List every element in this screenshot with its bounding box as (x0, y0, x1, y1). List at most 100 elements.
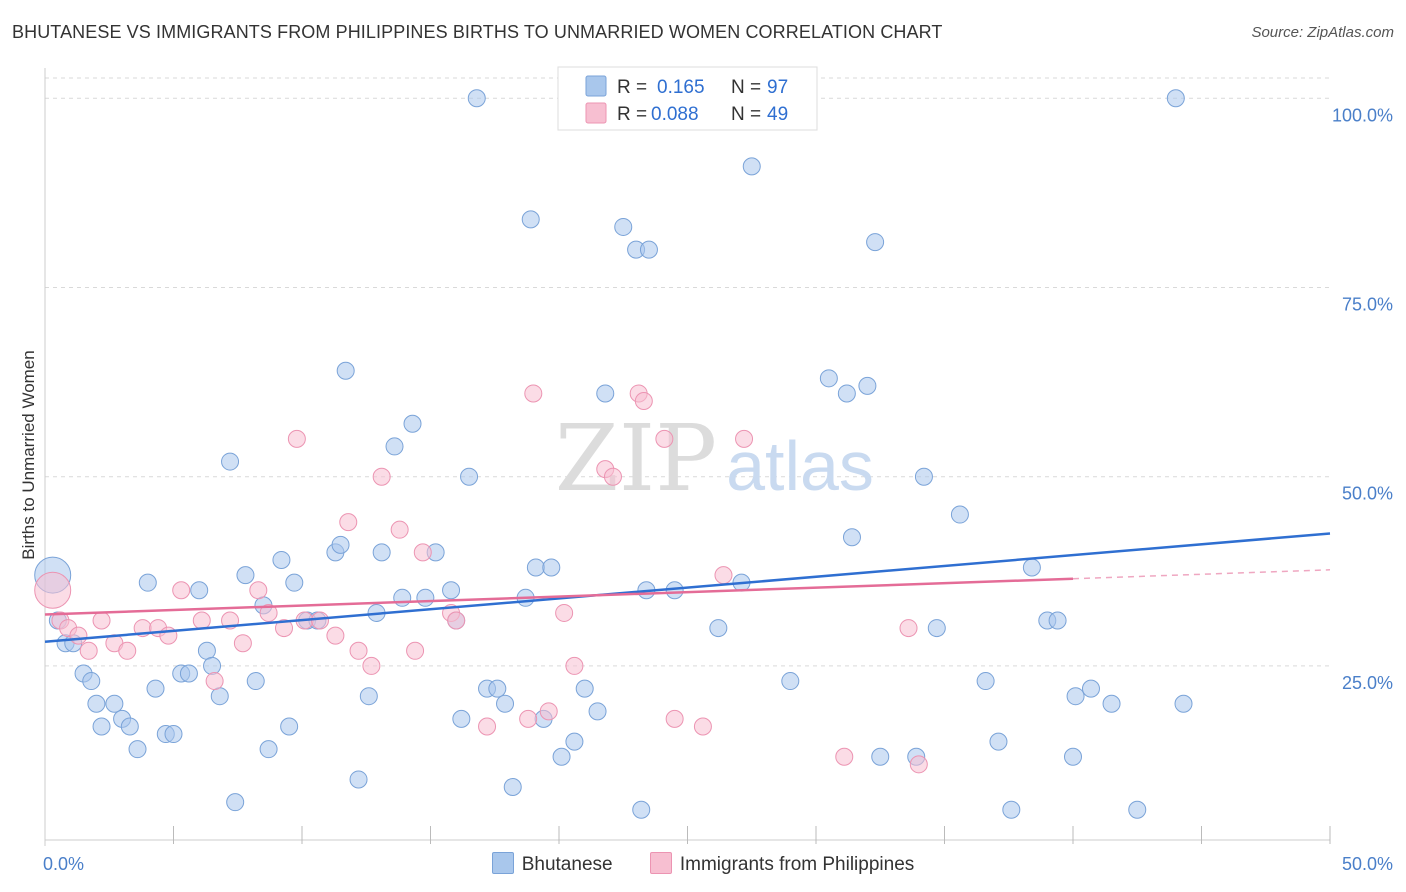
philippines-point (310, 611, 329, 630)
philippines-point (524, 384, 543, 403)
stats-r-label-2: R = (617, 104, 647, 125)
stats-legend-swatch-bhutanese (585, 75, 607, 97)
legend-item-bhutanese[interactable]: Bhutanese (491, 852, 613, 876)
bhutanese-point (442, 581, 461, 600)
bhutanese-point (1002, 800, 1021, 819)
philippines-point (233, 634, 252, 653)
bhutanese-point (552, 747, 571, 766)
bhutanese-point (1081, 679, 1100, 698)
bhutanese-point (1166, 89, 1185, 108)
bhutanese-point (190, 581, 209, 600)
stats-legend: R = 0.165 N = 97 R = 0.088 N = 49 (557, 66, 818, 131)
philippines-point (287, 429, 306, 448)
bhutanese-point (92, 717, 111, 736)
bhutanese-point (927, 619, 946, 638)
bhutanese-point (372, 543, 391, 562)
bhutanese-point (280, 717, 299, 736)
legend-swatch-philippines (649, 852, 672, 874)
bhutanese-point (950, 505, 969, 524)
philippines-point (655, 429, 674, 448)
bhutanese-point (709, 619, 728, 638)
legend-label-philippines: Immigrants from Philippines (679, 854, 915, 875)
bhutanese-point (87, 694, 106, 713)
philippines-trend-line-extension (1072, 569, 1331, 580)
philippines-point (79, 641, 98, 660)
x-tick-label: 0.0% (43, 854, 84, 874)
bhutanese-point (164, 725, 183, 744)
bhutanese-point (403, 414, 422, 433)
x-tick-label: 50.0% (1342, 854, 1393, 874)
bhutanese-point (858, 376, 877, 395)
bhutanese-point (503, 778, 522, 797)
bhutanese-point (179, 664, 198, 683)
bhutanese-point (82, 672, 101, 691)
legend-item-philippines[interactable]: Immigrants from Philippines (649, 852, 915, 876)
bhutanese-point (336, 361, 355, 380)
bhutanese-trend-line (44, 532, 1331, 643)
legend-swatch-bhutanese (491, 852, 514, 874)
philippines-point (349, 641, 368, 660)
philippines-point (69, 626, 88, 645)
philippines-point (519, 709, 538, 728)
philippines-point (192, 611, 211, 630)
series-legend: Bhutanese Immigrants from Philippines (0, 852, 1406, 876)
y-tick-label: 50.0% (1342, 484, 1393, 504)
bhutanese-point (203, 656, 222, 675)
watermark: ZIP atlas (555, 405, 874, 512)
bhutanese-point (1066, 687, 1085, 706)
y-axis-label: Births to Unmarried Women (19, 350, 38, 559)
philippines-point (118, 641, 137, 660)
philippines-point (205, 672, 224, 691)
philippines-point (665, 709, 684, 728)
philippines-point (478, 717, 497, 736)
philippines-trend-line (44, 577, 1074, 616)
bhutanese-point (285, 573, 304, 592)
stats-n-value-2: 49 (767, 104, 788, 125)
bhutanese-point (632, 800, 651, 819)
philippines-point (275, 619, 294, 638)
bhutanese-point (460, 467, 479, 486)
bhutanese-point (521, 210, 540, 229)
philippines-point (603, 467, 622, 486)
bhutanese-point (575, 679, 594, 698)
bhutanese-point (105, 694, 124, 713)
bhutanese-point (837, 384, 856, 403)
bhutanese-point (866, 233, 885, 252)
philippines-point (693, 717, 712, 736)
bhutanese-point (542, 558, 561, 577)
bhutanese-point (742, 157, 761, 176)
y-tick-label: 25.0% (1342, 673, 1393, 693)
bhutanese-point (1174, 694, 1193, 713)
bhutanese-point (639, 240, 658, 259)
stats-legend-swatch-philippines (585, 102, 607, 124)
philippines-point (565, 656, 584, 675)
bhutanese-point (914, 467, 933, 486)
legend-label-bhutanese: Bhutanese (521, 854, 613, 875)
bhutanese-point (210, 687, 229, 706)
philippines-point (172, 581, 191, 600)
bhutanese-point (1064, 747, 1082, 766)
bhutanese-point (236, 566, 255, 585)
bhutanese-point (614, 217, 633, 236)
bhutanese-point (385, 437, 404, 456)
bhutanese-point (359, 687, 378, 706)
bhutanese-point (138, 573, 157, 592)
bhutanese-point (819, 369, 838, 388)
bhutanese-point (146, 679, 165, 698)
bhutanese-point (496, 694, 515, 713)
philippines-point (909, 755, 928, 774)
bhutanese-point (976, 672, 995, 691)
philippines-point (714, 566, 733, 585)
philippines-point (259, 603, 278, 622)
stats-r-value-1: 0.165 (657, 77, 705, 98)
bhutanese-point (1102, 694, 1121, 713)
bhutanese-point (842, 528, 861, 547)
bhutanese-point (1022, 558, 1041, 577)
philippines-point (339, 513, 358, 532)
bhutanese-point (259, 740, 278, 759)
bhutanese-point (197, 641, 216, 660)
data-points (34, 89, 1193, 819)
bhutanese-point (526, 558, 545, 577)
philippines-point (92, 611, 111, 630)
